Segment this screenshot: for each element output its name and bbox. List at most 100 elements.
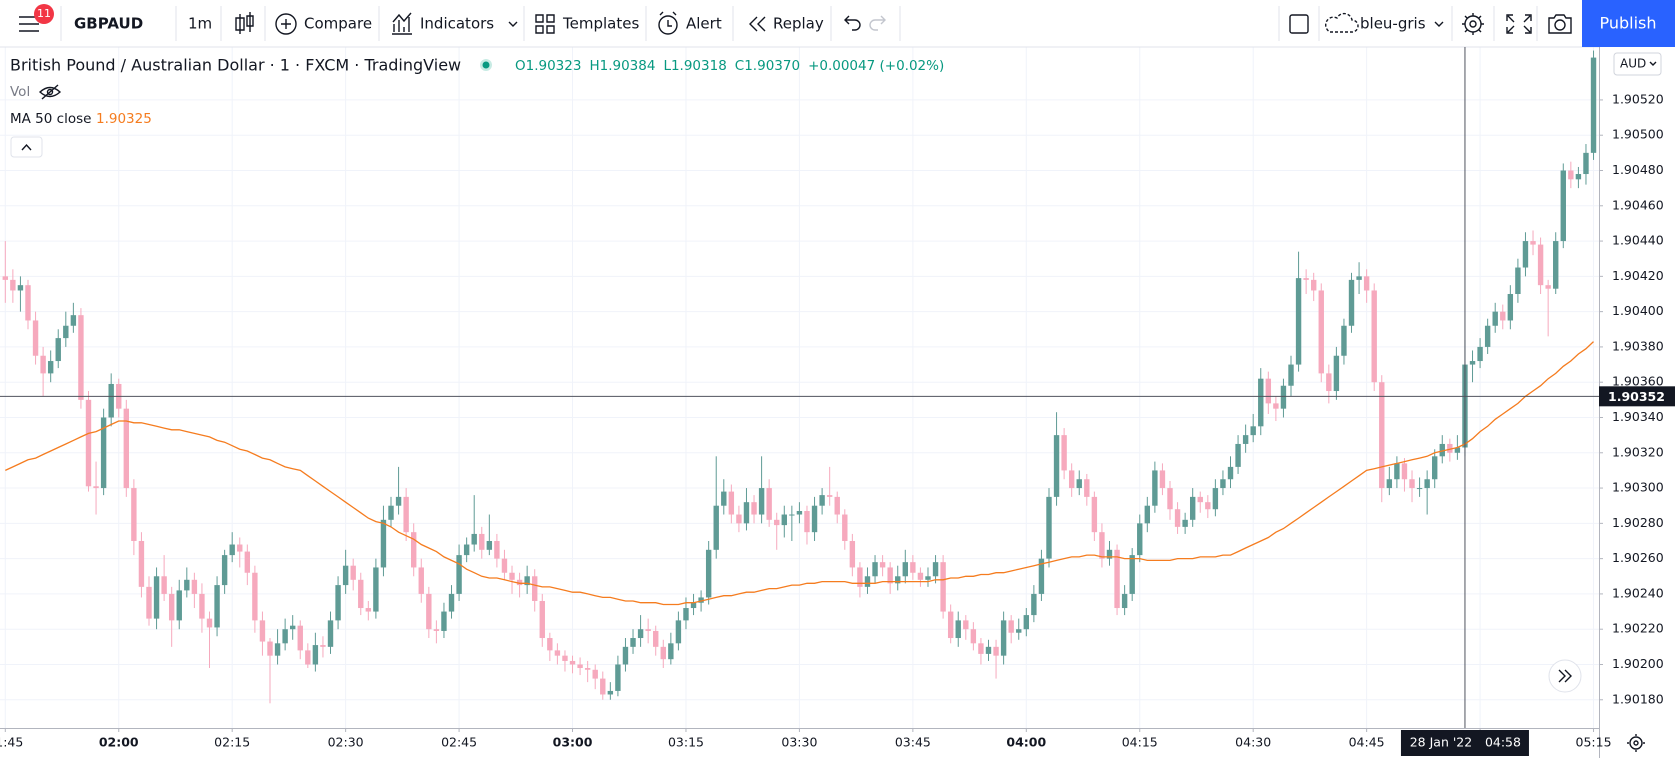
candle-body [32,320,39,356]
candle-body [1560,170,1566,242]
candle-body [615,664,621,691]
candle-body [463,544,470,556]
candle-body [1326,373,1332,392]
candle-body [1356,276,1362,280]
candle-body [842,514,848,541]
candle-body [267,641,273,656]
candle-body [683,608,689,621]
menu-button[interactable]: 11 [19,4,54,32]
candle-body [350,565,356,580]
candle-body [547,638,553,651]
candle-body [1258,378,1264,427]
candle-body [1031,593,1037,616]
candle-body [70,315,77,326]
candle-body [1076,479,1082,489]
candle-body [1401,463,1408,480]
moving-average-line [5,341,1594,606]
candle-body [10,279,16,291]
layout-selector[interactable]: bleu-gris [1324,12,1444,33]
candle-body [1537,244,1544,286]
compare-button[interactable]: Compare [275,13,372,35]
candle-body [123,408,130,489]
market-status-dot [482,61,490,69]
currency-selector[interactable]: AUD [1613,52,1662,76]
chart-style-button[interactable] [235,12,254,34]
volume-hidden-icon[interactable] [38,84,62,100]
candle-body [917,572,924,580]
candle-body [418,567,424,594]
x-tick-label: 03:00 [553,735,593,750]
fullscreen-button[interactable] [1506,14,1532,34]
candle-body [577,664,583,669]
layout-button[interactable] [1289,14,1309,34]
candle-body [1507,293,1514,321]
alert-button[interactable]: Alert [658,11,722,35]
candle-body [395,496,402,506]
y-tick-label: 1.90460 [1612,197,1664,212]
candle-body [168,593,175,621]
candle-body [1212,488,1219,510]
replay-button[interactable]: Replay [749,15,824,33]
candle-body [274,643,281,656]
candle-body [645,629,651,631]
candle-body [1439,443,1445,457]
candle-body [1575,174,1582,180]
y-tick-label: 1.90220 [1612,621,1664,636]
x-tick-label: 01:45 [0,735,23,750]
candle-body [940,562,946,612]
symbol[interactable]: GBPAUD [74,15,143,33]
y-tick-label: 1.90440 [1612,233,1664,248]
x-tick-label: 04:00 [1006,735,1046,750]
candle-body [282,629,288,644]
snapshot-button[interactable] [1548,14,1572,34]
candle-body [1091,496,1098,533]
candle-body [221,555,228,586]
y-tick-label: 1.90180 [1612,691,1664,706]
ohlc-legend-value: H1.90384 [589,58,655,74]
volume-label: Vol [10,84,30,100]
candle-body [758,488,765,515]
redo-button[interactable] [869,15,886,31]
templates-button[interactable]: Templates [535,14,639,34]
candle-body [970,629,977,644]
candle-body [592,669,598,679]
y-tick-label: 1.90280 [1612,515,1664,530]
candle-body [1333,355,1340,392]
candle-body [1061,435,1067,471]
x-tick-label: 03:30 [781,735,817,750]
candle-body [1409,479,1415,489]
axis-settings-button[interactable] [1627,734,1645,752]
indicators-button[interactable]: Indicators [392,12,518,35]
candle-body [1197,496,1203,503]
candle-body [1174,509,1181,527]
ohlc-legend-value: C1.90370 [735,58,800,74]
crosshair-price-box [1599,386,1675,407]
compare-label: Compare [304,15,372,33]
ohlc-legend-value: +0.00047 (+0.02%) [808,58,944,74]
candle-body [1295,278,1302,365]
undo-button[interactable] [844,15,861,31]
candle-body [176,590,182,621]
candle-body [1545,285,1551,289]
candle-body [1220,479,1226,489]
candle-body [411,532,417,568]
candle-body [380,519,387,568]
settings-button[interactable] [1462,13,1484,35]
candle-body [1530,241,1536,245]
crosshair-price-label: 1.90352 [1608,389,1665,404]
y-tick-label: 1.90200 [1612,656,1664,671]
candle-body [1310,279,1317,291]
scroll-to-realtime-button[interactable] [1548,659,1582,693]
collapse-legend-button[interactable] [10,136,43,158]
publish-button[interactable]: Publish [1582,0,1675,47]
candle-body [539,600,545,639]
candle-body [1152,470,1158,506]
axis-labels: 1.90180 1.90200 1.90220 1.90240 1.90260 1.902… [0,91,1664,749]
interval[interactable]: 1m [188,15,212,33]
candle-body [1515,267,1521,294]
candle-body [1394,463,1400,480]
candle-body [524,576,530,586]
candle-body [532,576,538,601]
candle-body [327,620,334,647]
candle-body [1242,435,1249,444]
